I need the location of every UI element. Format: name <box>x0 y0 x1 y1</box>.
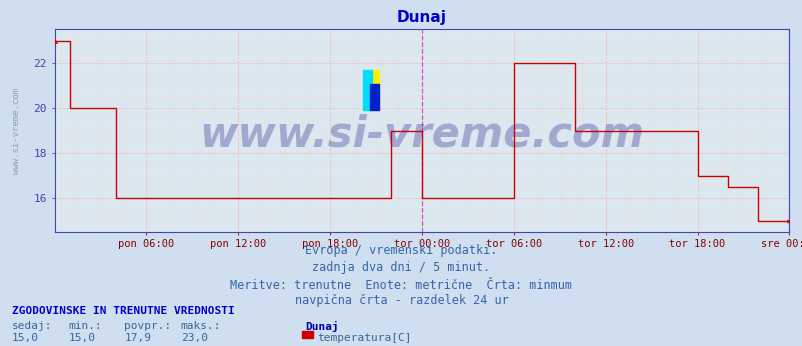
Text: www.si-vreme.com: www.si-vreme.com <box>12 88 21 174</box>
Text: www.si-vreme.com: www.si-vreme.com <box>199 114 644 156</box>
Text: temperatura[C]: temperatura[C] <box>317 333 411 343</box>
Bar <box>369 84 379 110</box>
Text: min.:: min.: <box>68 321 102 331</box>
Text: Evropa / vremenski podatki.: Evropa / vremenski podatki. <box>305 244 497 257</box>
Text: ZGODOVINSKE IN TRENUTNE VREDNOSTI: ZGODOVINSKE IN TRENUTNE VREDNOSTI <box>12 306 234 316</box>
Text: 15,0: 15,0 <box>12 333 39 343</box>
Bar <box>363 70 371 110</box>
Text: Dunaj: Dunaj <box>305 321 338 332</box>
Text: povpr.:: povpr.: <box>124 321 172 331</box>
Text: zadnja dva dni / 5 minut.: zadnja dva dni / 5 minut. <box>312 261 490 274</box>
Text: Meritve: trenutne  Enote: metrične  Črta: minmum: Meritve: trenutne Enote: metrične Črta: … <box>230 279 572 292</box>
Text: maks.:: maks.: <box>180 321 221 331</box>
Title: Dunaj: Dunaj <box>396 10 447 26</box>
Text: navpična črta - razdelek 24 ur: navpična črta - razdelek 24 ur <box>294 294 508 307</box>
Text: 17,9: 17,9 <box>124 333 152 343</box>
Text: sedaj:: sedaj: <box>12 321 52 331</box>
Text: 15,0: 15,0 <box>68 333 95 343</box>
Text: 23,0: 23,0 <box>180 333 208 343</box>
Bar <box>363 70 379 110</box>
